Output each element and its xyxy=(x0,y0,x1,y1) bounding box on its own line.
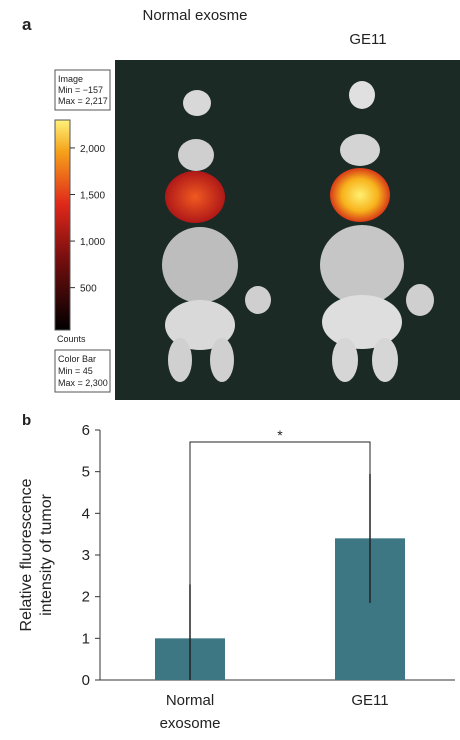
colorbar-box-text: Color Bar xyxy=(58,354,96,364)
column-label: Normal exosme xyxy=(142,7,247,24)
x-tick-label: exosome xyxy=(160,715,221,732)
y-axis-label: Relative fluorescence xyxy=(18,478,35,631)
y-tick-label: 3 xyxy=(82,547,90,564)
y-tick-label: 4 xyxy=(82,505,90,522)
colorbar xyxy=(54,119,71,331)
image-box-text: Image xyxy=(58,74,83,84)
fluorescence-image xyxy=(115,60,460,400)
colorbar-tick-label: 1,500 xyxy=(80,191,105,202)
y-tick-label: 1 xyxy=(82,630,90,647)
significance-bracket xyxy=(189,441,371,585)
x-tick-label: Normal xyxy=(166,692,214,709)
image-box-text: Max = 2,217 xyxy=(58,96,108,106)
colorbar-unit: Counts xyxy=(57,334,86,344)
colorbar-box-text: Max = 2,300 xyxy=(58,378,108,388)
significance-label: * xyxy=(277,427,283,443)
image-box xyxy=(54,69,111,111)
colorbar-box-text: Min = 45 xyxy=(58,366,93,376)
y-axis-label: intensity of tumor xyxy=(38,493,55,616)
y-tick-label: 5 xyxy=(82,464,90,481)
y-tick-label: 6 xyxy=(82,422,90,439)
image-box-text: Min = −157 xyxy=(58,85,103,95)
x-tick-label: GE11 xyxy=(351,692,388,709)
panel-label: b xyxy=(22,412,31,429)
colorbar-tick-label: 2,000 xyxy=(80,144,105,155)
colorbar-tick-label: 500 xyxy=(80,284,97,295)
panel-label: a xyxy=(22,15,32,34)
colorbar-box xyxy=(54,349,111,393)
y-tick-label: 2 xyxy=(82,589,90,606)
column-label: GE11 xyxy=(349,31,386,48)
colorbar-tick-label: 1,000 xyxy=(80,237,105,248)
y-tick-label: 0 xyxy=(82,672,90,689)
